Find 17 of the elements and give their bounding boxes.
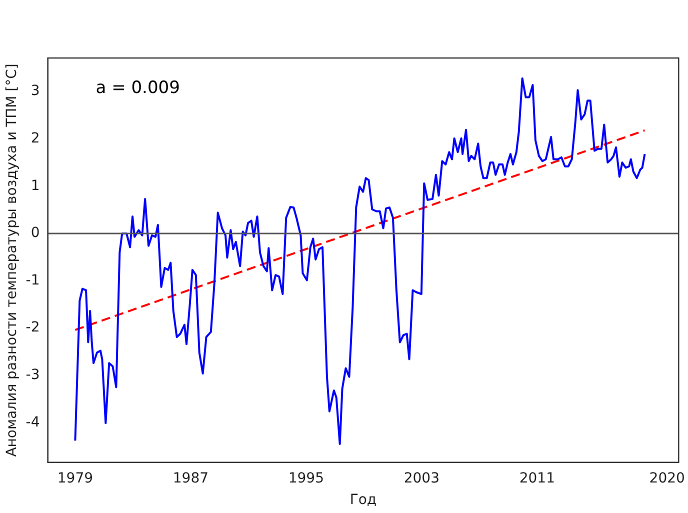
x-tick-label: 2003 — [404, 470, 440, 486]
y-tick-label: 2 — [30, 130, 40, 147]
x-tick-label: 2011 — [519, 470, 555, 486]
x-axis-title: Год — [350, 492, 377, 508]
y-tick-label: -4 — [26, 414, 40, 430]
x-tick-label: 1987 — [172, 470, 209, 486]
y-axis-title: Аномалия разности температуры воздуха и ТПМ [°C] — [4, 64, 20, 457]
y-tick-label: 1 — [30, 178, 40, 194]
y-tick-label: -3 — [26, 367, 40, 384]
x-tick-label: 1979 — [57, 470, 94, 486]
y-tick-label: 0 — [30, 225, 40, 242]
y-tick-label: -2 — [26, 320, 40, 336]
y-tick-label: -1 — [26, 272, 40, 288]
annotation: a = 0.009 — [96, 78, 180, 98]
y-tick-label: 3 — [30, 83, 40, 100]
x-tick-label: 1995 — [288, 470, 324, 486]
x-tick-label: 2020 — [649, 470, 685, 486]
